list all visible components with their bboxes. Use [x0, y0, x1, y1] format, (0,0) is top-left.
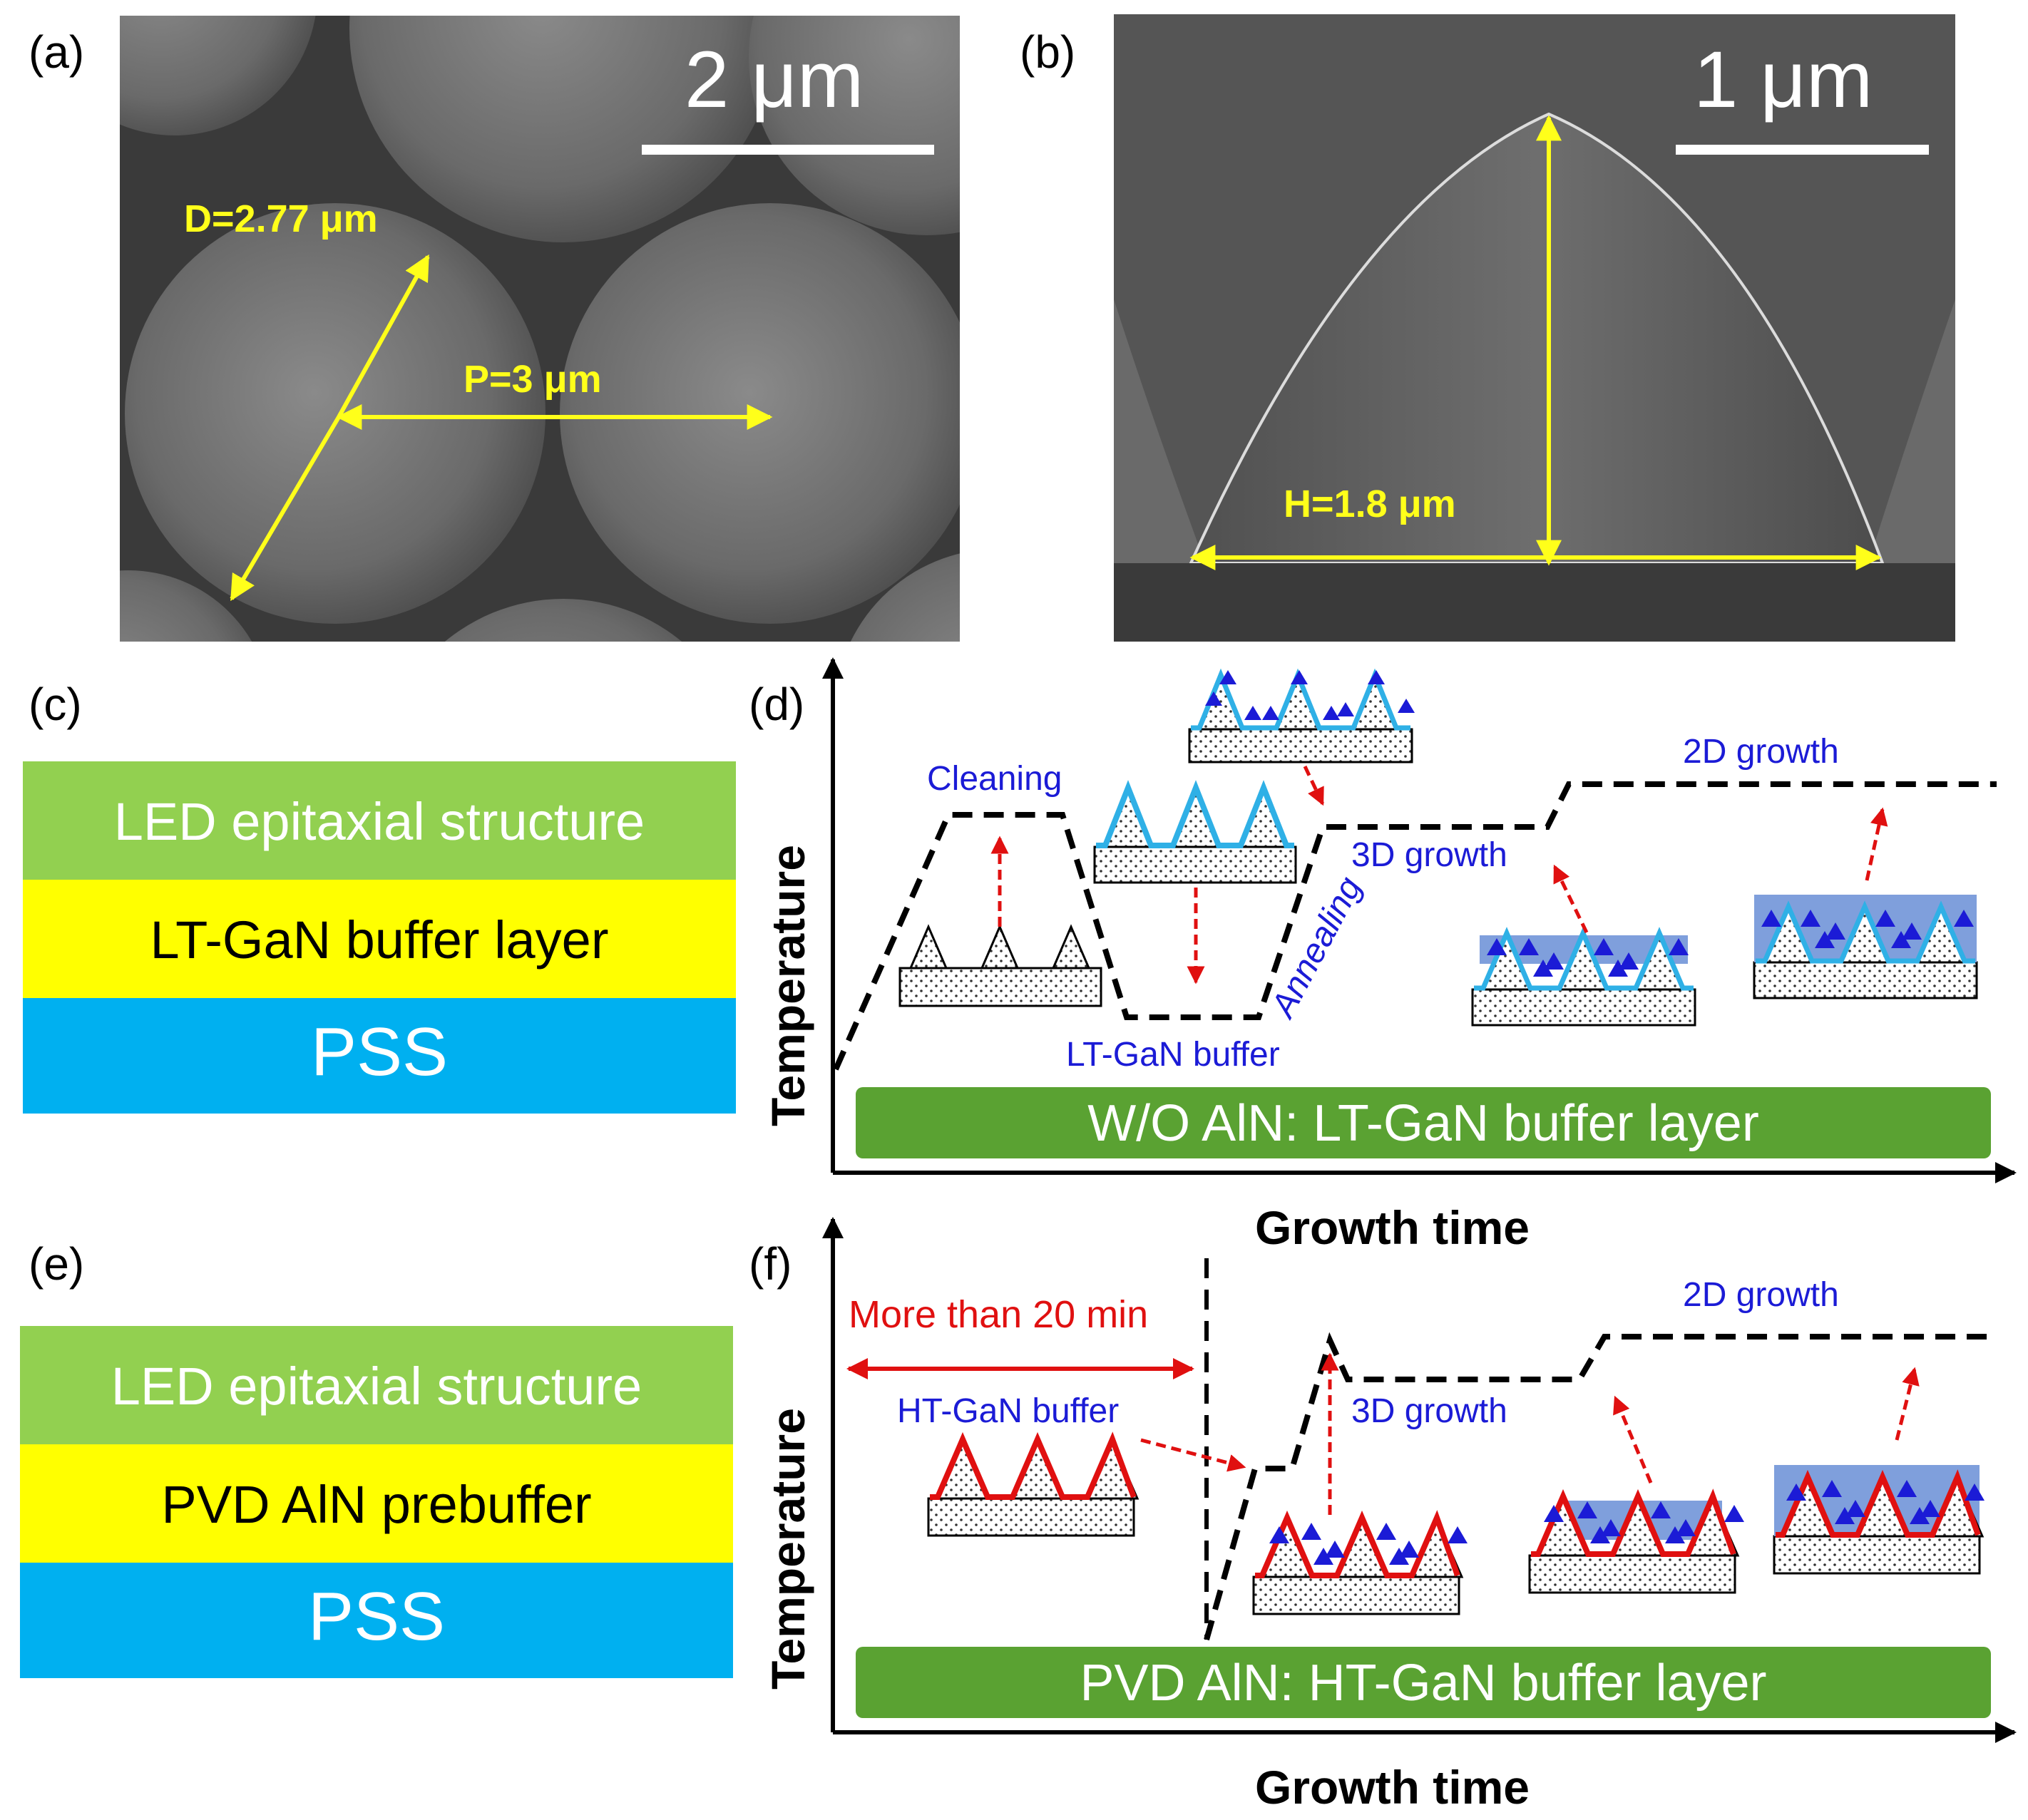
layer-buffer-c: [23, 880, 736, 998]
step-annealing: Annealing: [1264, 870, 1370, 1024]
panel-d: (d) Temperature Growth time W/O AlN: LT-…: [749, 657, 2017, 1254]
banner-f: [856, 1647, 1991, 1718]
arrow-coalescence: [1613, 1395, 1653, 1484]
diameter-label: D=2.77 μm: [184, 197, 378, 240]
panel-a: (a) 2 μm D=2.77 μm P=3 μm: [29, 16, 960, 642]
layer-pss-e: [20, 1563, 733, 1678]
layer-aln-e: [20, 1444, 733, 1563]
panel-b: (b) 1 μm H=1.8 μm: [1020, 14, 1955, 642]
layer-aln-e-label: PVD AlN prebuffer: [161, 1475, 591, 1534]
sketch-2d-growth: [1753, 895, 1978, 999]
layer-led-c: [23, 761, 736, 880]
x-axis-label-d: Growth time: [1255, 1201, 1530, 1254]
step-3d-growth-f: 3D growth: [1351, 1392, 1507, 1430]
height-label: H=1.8 μm: [1284, 483, 1456, 525]
dome-left: [125, 203, 546, 624]
diameter-arrow-down: [230, 416, 341, 602]
arrow-3d: [1552, 864, 1589, 934]
temperature-profile-f: [1204, 1332, 1997, 1641]
sketch-annealed: [1188, 668, 1415, 764]
x-axis-label-f: Growth time: [1255, 1761, 1530, 1814]
sketch-coalescence-f: [1528, 1489, 1744, 1594]
step-lt-buffer: LT-GaN buffer: [1066, 1036, 1280, 1074]
panel-f: (f) Temperature Growth time More than 20…: [749, 1217, 2017, 1814]
layer-pss-e-label: PSS: [308, 1578, 445, 1655]
arrow-annealing: [1303, 765, 1325, 806]
pitch-label: P=3 μm: [464, 358, 602, 401]
sketch-2d-growth-f: [1773, 1465, 1985, 1575]
banner-d-text: W/O AlN: LT-GaN buffer layer: [1087, 1095, 1759, 1152]
y-axis-label-d: Temperature: [762, 845, 814, 1126]
layer-led-e-label: LED epitaxial structure: [111, 1357, 642, 1416]
scale-label-a: 2 μm: [685, 35, 864, 124]
panel-f-label: (f): [749, 1238, 792, 1290]
arrow-2d-f: [1895, 1367, 1920, 1441]
temperature-profile-d: [833, 781, 1997, 1071]
scale-label-b: 1 μm: [1694, 35, 1873, 124]
layer-buffer-c-label: LT-GaN buffer layer: [150, 910, 609, 970]
sketch-bare-pss: [898, 924, 1102, 1007]
sketch-3d-growth-f: [1252, 1510, 1468, 1615]
panel-d-label: (d): [749, 679, 804, 730]
panel-e-label: (e): [29, 1238, 84, 1290]
banner-d: [856, 1087, 1991, 1158]
step-3d-growth: 3D growth: [1351, 836, 1507, 874]
y-axis-label-f: Temperature: [762, 1408, 814, 1690]
step-cleaning: Cleaning: [927, 760, 1062, 798]
layer-led-e: [20, 1326, 733, 1444]
panel-b-label: (b): [1020, 26, 1075, 78]
diameter-arrow-up: [337, 254, 430, 418]
sketch-lt-coated: [1093, 780, 1297, 884]
banner-f-text: PVD AlN: HT-GaN buffer layer: [1080, 1655, 1767, 1712]
dome-right: [560, 203, 960, 624]
sketch-ht-buffer: [927, 1431, 1140, 1537]
duration-label: More than 20 min: [849, 1293, 1148, 1336]
layer-pss-c: [23, 998, 736, 1114]
panel-a-label: (a): [29, 26, 84, 78]
arrow-ht-buffer: [1140, 1438, 1246, 1472]
step-2d-growth-f: 2D growth: [1683, 1276, 1839, 1314]
layer-led-c-label: LED epitaxial structure: [114, 792, 645, 851]
panel-c-label: (c): [29, 679, 82, 730]
panel-c: (c) LED epitaxial structure LT-GaN buffe…: [23, 679, 736, 1114]
step-2d-growth: 2D growth: [1683, 733, 1839, 771]
step-ht-buffer: HT-GaN buffer: [897, 1392, 1119, 1430]
arrow-2d: [1865, 807, 1888, 881]
panel-e: (e) LED epitaxial structure PVD AlN preb…: [20, 1238, 733, 1678]
sketch-3d-growth: [1471, 927, 1696, 1027]
layer-pss-c-label: PSS: [311, 1014, 448, 1090]
